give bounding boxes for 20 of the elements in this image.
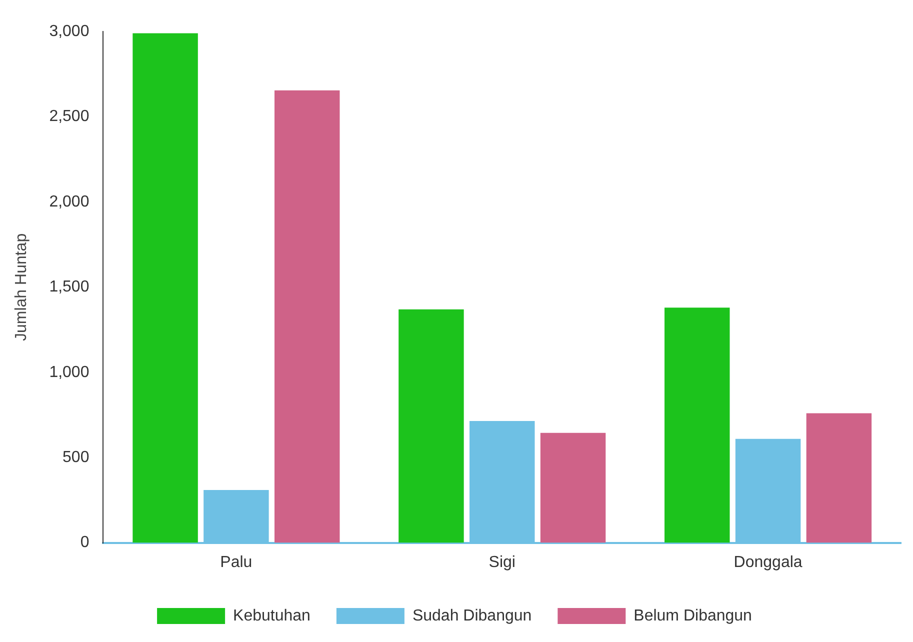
bar: [664, 308, 730, 543]
x-tick-label: Palu: [220, 554, 252, 571]
x-tick-label: Sigi: [488, 554, 516, 571]
y-tick-label: 500: [62, 449, 90, 466]
x-tick-label: Donggala: [734, 554, 802, 571]
bar: [806, 413, 872, 543]
y-tick-label: 3,000: [49, 23, 90, 40]
bar: [540, 432, 606, 543]
y-tick-label: 0: [80, 534, 90, 552]
legend-label: Belum Dibangun: [634, 607, 752, 624]
legend-label: Kebutuhan: [233, 607, 310, 624]
bar: [398, 309, 464, 543]
bar: [132, 33, 198, 543]
bar: [274, 90, 340, 543]
legend-label: Sudah Dibangun: [412, 607, 532, 624]
y-axis-title: Jumlah Huntap: [13, 233, 30, 342]
y-tick-label: 2,000: [49, 193, 90, 210]
y-tick-label: 2,500: [49, 108, 90, 126]
y-tick-label: 1,000: [49, 364, 90, 381]
y-tick-label: 1,500: [49, 278, 90, 296]
